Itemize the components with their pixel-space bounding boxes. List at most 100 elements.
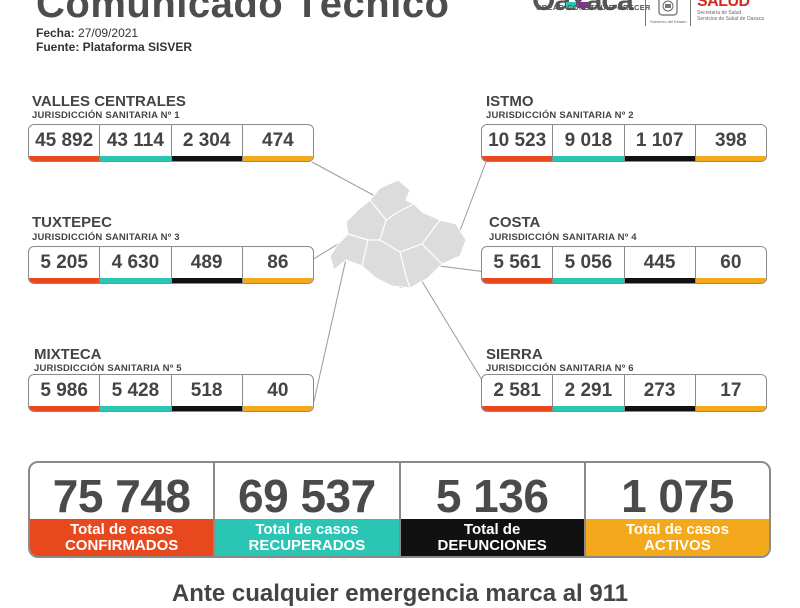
- defunciones-bar: [624, 278, 695, 283]
- stat-recuperados: 9 018: [553, 125, 625, 161]
- defunciones-bar: [171, 278, 242, 283]
- totals-panel: 75 748 Total de casos CONFIRMADOS 69 537 …: [28, 461, 771, 558]
- total-label: Total de casos CONFIRMADOS: [30, 519, 214, 556]
- region-jurisdiccion: JURISDICCIÓN SANITARIA Nº 1: [32, 110, 180, 121]
- region-stats-box: 5 986 5 428 518 40: [28, 374, 314, 412]
- total-recuperados: 69 537 Total de casos RECUPERADOS: [215, 463, 401, 556]
- activos-bar: [695, 156, 766, 161]
- state-seal-icon: [658, 0, 678, 16]
- region-jurisdiccion: JURISDICCIÓN SANITARIA Nº 6: [486, 363, 634, 374]
- stat-recuperados: 5 428: [100, 375, 172, 411]
- stat-defunciones: 518: [171, 375, 243, 411]
- stat-value: 1 107: [635, 130, 684, 151]
- region-jurisdiccion: JURISDICCIÓN SANITARIA Nº 4: [489, 232, 637, 243]
- oaxaca-wordmark: Oaxaca: [532, 0, 634, 17]
- stat-value: 43 114: [106, 130, 164, 151]
- region-name: VALLES CENTRALES: [32, 93, 186, 110]
- total-label: Total de DEFUNCIONES: [400, 519, 584, 556]
- region-name: COSTA: [489, 214, 541, 231]
- total-label-line2: CONFIRMADOS: [64, 537, 179, 554]
- stat-value: 489: [190, 252, 223, 273]
- stat-defunciones: 489: [171, 247, 243, 283]
- total-label-line2: RECUPERADOS: [248, 537, 366, 554]
- region-stats-box: 10 523 9 018 1 107 398: [481, 124, 767, 162]
- region-name: TUXTEPEC: [32, 214, 113, 231]
- stat-value: 10 523: [488, 130, 547, 151]
- region-jurisdiccion: JURISDICCIÓN SANITARIA Nº 5: [34, 363, 182, 374]
- recuperados-bar: [100, 156, 171, 161]
- recuperados-bar: [100, 278, 171, 283]
- stat-confirmados: 5 205: [29, 247, 101, 283]
- stat-value: 86: [267, 252, 289, 273]
- activos-bar: [242, 278, 313, 283]
- stat-confirmados: 5 986: [29, 375, 101, 411]
- stat-defunciones: 2 304: [171, 125, 243, 161]
- seal-caption: Gobierno del Estado: [650, 19, 687, 24]
- confirmados-bar: [29, 156, 100, 161]
- region-jurisdiccion: JURISDICCIÓN SANITARIA Nº 2: [486, 110, 634, 121]
- total-label: Total de casos ACTIVOS: [585, 519, 769, 556]
- stat-value: 518: [190, 380, 223, 401]
- oaxaca-x-icon: [566, 2, 588, 8]
- total-value: 69 537: [238, 470, 376, 522]
- stat-value: 5 428: [111, 380, 160, 401]
- stat-value: 4 630: [111, 252, 160, 273]
- defunciones-bar: [171, 406, 242, 411]
- stat-recuperados: 43 114: [100, 125, 172, 161]
- activos-bar: [242, 156, 313, 161]
- date-label: Fecha:: [36, 26, 75, 40]
- total-label-line2: ACTIVOS: [644, 537, 711, 554]
- stat-value: 5 205: [40, 252, 88, 273]
- stat-confirmados: 2 581: [482, 375, 554, 411]
- total-label: Total de casos RECUPERADOS: [215, 519, 399, 556]
- stat-activos: 474: [242, 125, 313, 161]
- total-value: 1 075: [621, 470, 734, 522]
- logo-divider: [690, 0, 691, 26]
- stat-value: 445: [643, 252, 676, 273]
- total-label-line1: Total de casos: [70, 521, 174, 538]
- report-date: Fecha: 27/09/2021: [36, 26, 138, 40]
- stat-activos: 398: [695, 125, 766, 161]
- oaxaca-logo: Oaxaca CREAR•CONSTRUIR•CRECER: [532, 0, 650, 32]
- stat-activos: 17: [695, 375, 766, 411]
- defunciones-bar: [624, 406, 695, 411]
- stat-confirmados: 45 892: [29, 125, 101, 161]
- stat-value: 273: [643, 380, 676, 401]
- logo-divider: [645, 0, 646, 26]
- stat-defunciones: 1 107: [624, 125, 696, 161]
- stat-value: 474: [262, 130, 294, 151]
- stat-activos: 86: [242, 247, 313, 283]
- confirmados-bar: [482, 156, 553, 161]
- recuperados-bar: [553, 156, 624, 161]
- stat-confirmados: 10 523: [482, 125, 554, 161]
- stat-value: 2 304: [182, 130, 231, 151]
- total-activos: 1 075 Total de casos ACTIVOS: [585, 463, 769, 556]
- recuperados-bar: [553, 278, 624, 283]
- stat-value: 9 018: [564, 130, 613, 151]
- stat-value: 17: [720, 380, 742, 401]
- stat-recuperados: 2 291: [553, 375, 625, 411]
- stat-activos: 60: [695, 247, 766, 283]
- region-stats-box: 5 561 5 056 445 60: [481, 246, 767, 284]
- confirmados-bar: [482, 278, 553, 283]
- salud-caption-2: Servicios de Salud de Oaxaca: [697, 16, 764, 22]
- stat-value: 5 561: [493, 252, 541, 273]
- region-stats-box: 5 205 4 630 489 86: [28, 246, 314, 284]
- stat-value: 60: [720, 252, 742, 273]
- total-confirmados: 75 748 Total de casos CONFIRMADOS: [30, 463, 216, 556]
- defunciones-bar: [624, 156, 695, 161]
- date-value: 27/09/2021: [78, 26, 139, 40]
- salud-wordmark: SALUD: [697, 0, 750, 10]
- stat-value: 5 986: [40, 380, 88, 401]
- stat-value: 5 056: [564, 252, 613, 273]
- oaxaca-map: [329, 179, 467, 289]
- confirmados-bar: [29, 406, 100, 411]
- total-defunciones: 5 136 Total de DEFUNCIONES: [400, 463, 586, 556]
- region-jurisdiccion: JURISDICCIÓN SANITARIA Nº 3: [32, 232, 180, 243]
- stat-confirmados: 5 561: [482, 247, 554, 283]
- stat-value: 2 291: [564, 380, 613, 401]
- stat-recuperados: 4 630: [100, 247, 172, 283]
- stat-value: 2 581: [493, 380, 541, 401]
- total-value: 75 748: [52, 470, 191, 522]
- salud-caption-1: Secretaría de Salud: [697, 10, 742, 16]
